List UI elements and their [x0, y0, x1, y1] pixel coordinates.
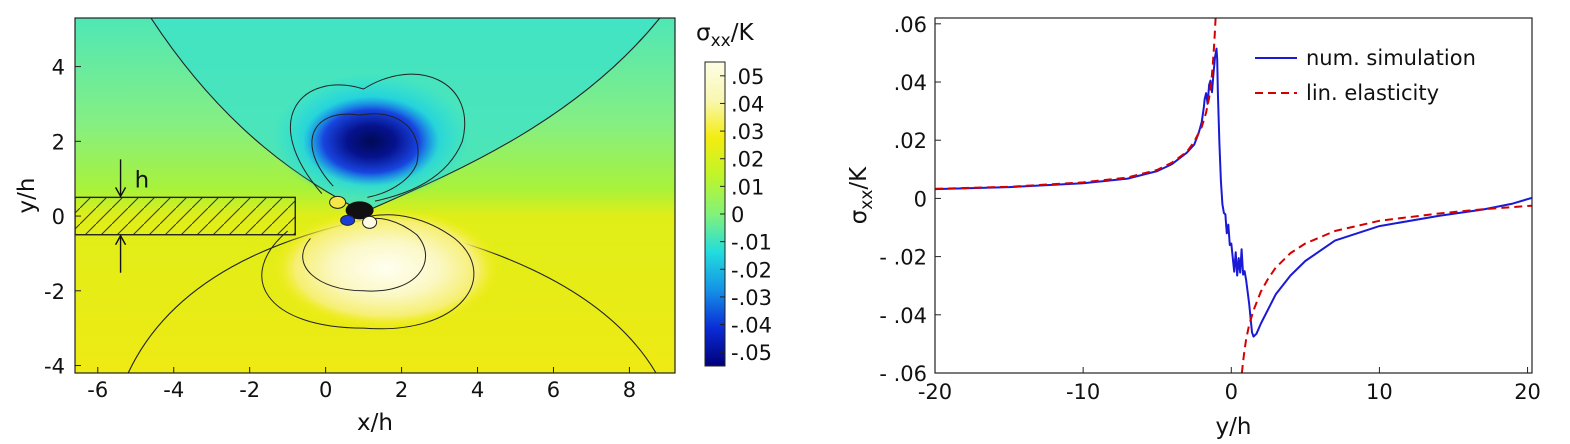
- map-x-tick-label: 0: [319, 378, 332, 402]
- map-x-tick-label: 4: [471, 378, 484, 402]
- colorbar-tick-label: 0: [731, 203, 744, 227]
- stress-field-map: -6 -4 -2 0 2 4 6 8 -4 -2 0 2 4 x/h y/h h: [14, 17, 676, 436]
- map-x-axis-label: x/h: [357, 410, 393, 436]
- marker-arrowhead-down: [114, 187, 127, 198]
- colorbar-title-tail: /K: [731, 20, 755, 46]
- map-x-ticks: -6 -4 -2 0 2 4 6 8: [87, 367, 636, 402]
- marker-arrowhead-up: [114, 234, 127, 246]
- plot-x-tick-label: 0: [1225, 380, 1238, 404]
- series-lines: [935, 18, 1532, 373]
- crack-tip-core: [345, 201, 374, 220]
- plot-y-ticks: .06 .04 .02 0 - .02 - .04 - .06: [879, 13, 941, 386]
- colorbar-tick-label: -.01: [731, 231, 772, 255]
- strip-thickness-label: h: [135, 167, 150, 193]
- colorbar-tick-label: -.05: [731, 341, 772, 365]
- plot-y-tick-label: .04: [894, 71, 927, 95]
- colorbar-ticks: .05 .04 .03 .02 .01 0 -.01 -.02 -.03 -.04 -.05: [720, 65, 772, 365]
- negative-stress-blob: [302, 96, 440, 187]
- positive-stress-blob: [272, 208, 501, 329]
- crack-tip-yellow-spot: [329, 195, 347, 209]
- colorbar-tick-label: .02: [731, 148, 764, 172]
- colorbar: σxx/K .05 .04 .03 .02 .01 0 -.01 -.02 -.03 -.04 -.…: [696, 20, 772, 367]
- crack-tip-blue-spot: [340, 214, 356, 226]
- crack-tip-singularity: [329, 195, 378, 229]
- series-line-num-simulation: [935, 47, 1532, 338]
- plot-x-ticks: -20 -10 0 10 20: [918, 367, 1541, 404]
- colorbar-tick-label: .04: [731, 92, 764, 116]
- colorbar-title-symbol: σ: [696, 20, 711, 46]
- map-x-tick-label: 8: [623, 378, 636, 402]
- map-x-tick-label: 6: [547, 378, 560, 402]
- map-x-tick-label: 2: [395, 378, 408, 402]
- colorbar-title-subscript: xx: [711, 31, 731, 51]
- plot-x-tick-label: 10: [1366, 380, 1393, 404]
- plot-y-axis-label: σxx/K: [846, 166, 877, 224]
- crack-tip-light-spot: [362, 215, 378, 229]
- colorbar-tick-label: -.03: [731, 286, 772, 310]
- plot-y-tick-label: .02: [894, 129, 927, 153]
- plot-y-label-tail: /K: [846, 166, 872, 190]
- series-line-lin-elasticity: [935, 18, 1532, 373]
- map-y-tick-label: -2: [44, 280, 65, 304]
- plot-x-tick-label: 20: [1514, 380, 1541, 404]
- colorbar-tick-label: -.02: [731, 258, 772, 282]
- colorbar-title: σxx/K: [696, 20, 754, 51]
- map-y-tick-label: 0: [52, 205, 65, 229]
- colorbar-tick-label: .01: [731, 175, 764, 199]
- contour-neg-outer: [290, 73, 465, 202]
- map-x-tick-label: -4: [163, 378, 184, 402]
- colorbar-tick-label: .03: [731, 120, 764, 144]
- colorbar-tick-label: -.04: [731, 314, 772, 338]
- plot-y-tick-label: - .04: [879, 304, 927, 328]
- map-y-ticks: -4 -2 0 2 4: [44, 56, 81, 379]
- plot-y-label-symbol: σ: [846, 210, 872, 225]
- plot-x-tick-label: -10: [1066, 380, 1100, 404]
- hatched-strip: [75, 196, 296, 236]
- plot-frame: [934, 17, 1533, 374]
- map-y-axis-label: y/h: [14, 178, 40, 214]
- map-y-tick-label: 4: [52, 56, 65, 80]
- contour-neg-inner: [311, 113, 419, 198]
- stress-profile-plot: -20 -10 0 10 20 .06 .04 .02 0 - .02 - .04 - .06 y/…: [846, 13, 1541, 440]
- plot-y-label-subscript: xx: [857, 190, 877, 210]
- plot-y-tick-label: 0: [914, 187, 927, 211]
- colorbar-tick-label: .05: [731, 65, 764, 89]
- map-y-tick-label: 2: [52, 130, 65, 154]
- contour-pos-outer: [261, 214, 475, 330]
- map-x-tick-label: -2: [239, 378, 260, 402]
- legend: num. simulation lin. elasticity: [1255, 46, 1476, 105]
- map-y-tick-label: -4: [44, 355, 65, 379]
- plot-x-tick-label: -20: [918, 380, 952, 404]
- plot-x-axis-label: y/h: [1216, 414, 1252, 440]
- legend-label: lin. elasticity: [1306, 81, 1439, 105]
- contour-pos-inner: [302, 217, 427, 292]
- map-frame: [74, 17, 676, 374]
- strip-thickness-marker: [114, 159, 127, 273]
- plot-y-tick-label: - .06: [879, 362, 927, 386]
- plot-y-tick-label: - .02: [879, 246, 927, 270]
- plot-y-tick-label: .06: [894, 13, 927, 37]
- map-x-tick-label: -6: [87, 378, 108, 402]
- legend-label: num. simulation: [1306, 46, 1476, 70]
